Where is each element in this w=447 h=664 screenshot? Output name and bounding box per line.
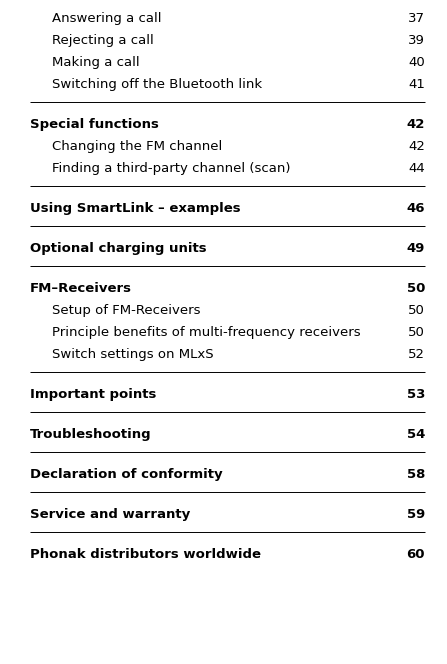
Text: 40: 40	[408, 56, 425, 69]
Text: 52: 52	[408, 348, 425, 361]
Text: Switching off the Bluetooth link: Switching off the Bluetooth link	[52, 78, 262, 91]
Text: 44: 44	[408, 162, 425, 175]
Text: Answering a call: Answering a call	[52, 12, 161, 25]
Text: Principle benefits of multi-frequency receivers: Principle benefits of multi-frequency re…	[52, 326, 361, 339]
Text: Optional charging units: Optional charging units	[30, 242, 207, 255]
Text: Special functions: Special functions	[30, 118, 159, 131]
Text: Using SmartLink – examples: Using SmartLink – examples	[30, 202, 240, 215]
Text: Rejecting a call: Rejecting a call	[52, 34, 154, 47]
Text: 53: 53	[407, 388, 425, 401]
Text: FM–Receivers: FM–Receivers	[30, 282, 132, 295]
Text: 37: 37	[408, 12, 425, 25]
Text: Troubleshooting: Troubleshooting	[30, 428, 152, 441]
Text: 42: 42	[408, 140, 425, 153]
Text: Service and warranty: Service and warranty	[30, 508, 190, 521]
Text: Making a call: Making a call	[52, 56, 139, 69]
Text: 39: 39	[408, 34, 425, 47]
Text: 54: 54	[407, 428, 425, 441]
Text: 41: 41	[408, 78, 425, 91]
Text: Phonak distributors worldwide: Phonak distributors worldwide	[30, 548, 261, 561]
Text: 50: 50	[408, 304, 425, 317]
Text: 58: 58	[407, 468, 425, 481]
Text: Setup of FM-Receivers: Setup of FM-Receivers	[52, 304, 201, 317]
Text: 50: 50	[407, 282, 425, 295]
Text: 60: 60	[406, 548, 425, 561]
Text: 49: 49	[407, 242, 425, 255]
Text: Declaration of conformity: Declaration of conformity	[30, 468, 223, 481]
Text: 50: 50	[408, 326, 425, 339]
Text: 46: 46	[406, 202, 425, 215]
Text: 59: 59	[407, 508, 425, 521]
Text: Changing the FM channel: Changing the FM channel	[52, 140, 222, 153]
Text: Switch settings on MLxS: Switch settings on MLxS	[52, 348, 214, 361]
Text: Important points: Important points	[30, 388, 156, 401]
Text: Finding a third-party channel (scan): Finding a third-party channel (scan)	[52, 162, 291, 175]
Text: 42: 42	[407, 118, 425, 131]
